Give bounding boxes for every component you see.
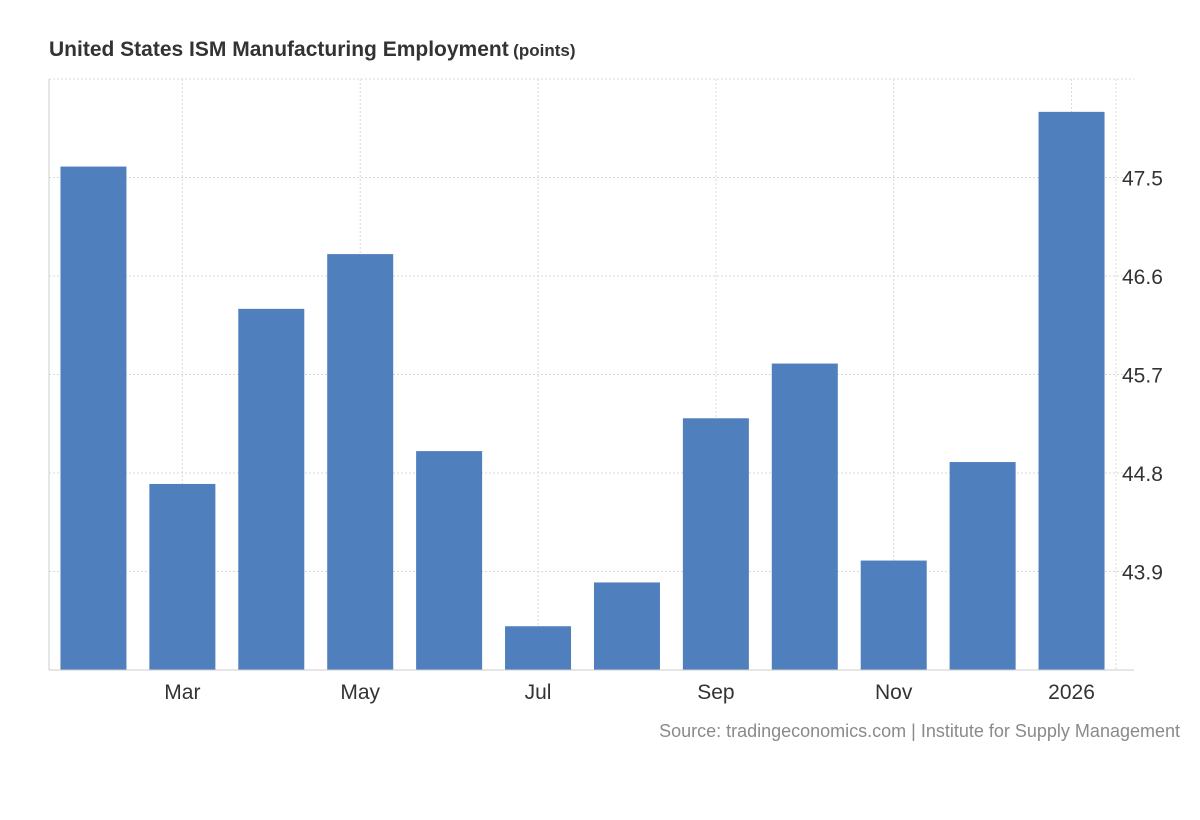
y-tick-label: 47.5 (1122, 168, 1163, 191)
y-tick-label: 45.7 (1122, 365, 1163, 388)
bar (416, 451, 483, 670)
x-tick-label: Nov (875, 681, 913, 704)
chart-title-text: United States ISM Manufacturing Employme… (49, 38, 509, 61)
bar (505, 626, 572, 670)
y-tick-label: 46.6 (1122, 266, 1163, 289)
bar (149, 483, 216, 670)
chart-unit: (points) (513, 41, 576, 60)
bar (60, 166, 127, 671)
x-tick-label: 2026 (1048, 681, 1095, 704)
bar (238, 308, 305, 670)
source-note: Source: tradingeconomics.com | Institute… (659, 721, 1180, 741)
y-tick-label: 43.9 (1122, 562, 1163, 585)
bar (949, 462, 1016, 670)
chart-title: United States ISM Manufacturing Employme… (49, 38, 576, 62)
bar (593, 582, 660, 670)
bar (327, 254, 394, 670)
bar (1038, 111, 1105, 671)
y-tick-label: 44.8 (1122, 463, 1163, 486)
bar (682, 418, 749, 670)
bar (771, 363, 838, 670)
x-tick-label: Jul (525, 681, 552, 704)
x-tick-label: May (340, 681, 380, 704)
x-tick-label: Sep (697, 681, 734, 704)
bar (860, 560, 927, 670)
x-tick-label: Mar (164, 681, 200, 704)
